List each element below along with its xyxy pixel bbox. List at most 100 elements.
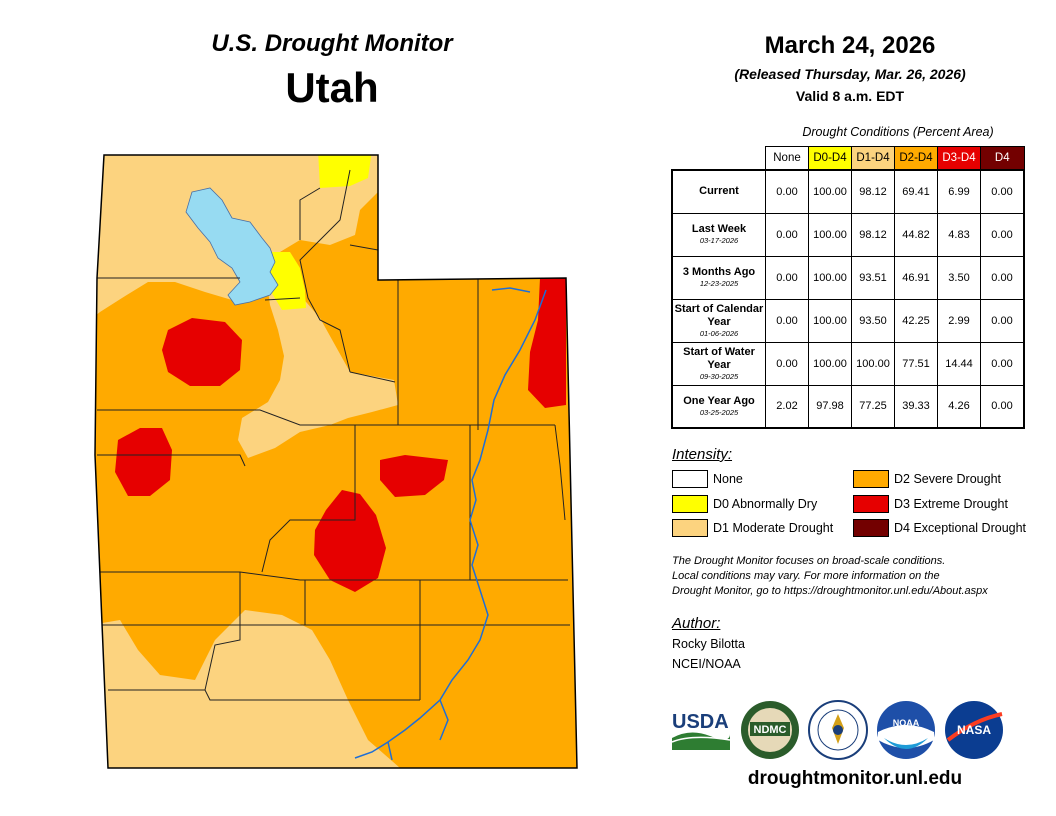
drought-council-seal-logo <box>808 700 868 760</box>
legend-swatch <box>672 470 708 488</box>
table-cell: 100.00 <box>808 341 852 386</box>
legend-swatch <box>672 519 708 537</box>
note-line: Local conditions may vary. For more info… <box>672 570 940 582</box>
d3-region-central <box>314 490 386 592</box>
d3-region-east-central <box>380 455 448 497</box>
d3-region-southwest <box>115 428 172 496</box>
legend-label: D0 Abnormally Dry <box>713 497 818 511</box>
d1-region-southwest <box>95 610 400 768</box>
d0-region-slc <box>268 252 306 310</box>
table-row: Current 0.00 100.00 98.12 69.41 6.99 0.0… <box>671 169 1025 214</box>
table-cell: 77.25 <box>851 384 895 429</box>
row-label-text: One Year Ago <box>683 394 755 407</box>
table-cell: 0.00 <box>765 298 809 343</box>
table-row: Start of Calendar Year 01-06-2026 0.00 10… <box>671 298 1025 343</box>
table-cell: 42.25 <box>894 298 938 343</box>
legend-swatch <box>853 519 889 537</box>
note-line: The Drought Monitor focuses on broad-sca… <box>672 555 946 567</box>
column-label: None <box>773 152 801 164</box>
legend-item: D0 Abnormally Dry <box>672 495 817 513</box>
table-cell: 100.00 <box>808 212 852 257</box>
column-header: D0-D4 <box>808 146 852 171</box>
table-cell: 14.44 <box>937 341 981 386</box>
column-header: D3-D4 <box>937 146 981 171</box>
table-cell: 2.99 <box>937 298 981 343</box>
table-cell: 100.00 <box>808 298 852 343</box>
utah-drought-map <box>94 154 578 769</box>
row-label-text: Start of Water Year <box>683 345 755 371</box>
column-label: D3-D4 <box>942 152 976 164</box>
legend-item: D2 Severe Drought <box>853 470 1001 488</box>
column-label: D0-D4 <box>813 152 847 164</box>
row-label: Last Week 03-17-2026 <box>671 212 766 257</box>
legend-label: None <box>713 472 743 486</box>
author-org: NCEI/NOAA <box>672 657 741 671</box>
row-label: Current <box>671 169 766 214</box>
table-header-row: None D0-D4 D1-D4 D2-D4 D3-D4 D4 <box>672 146 1025 171</box>
noaa-logo: NOAA <box>877 701 935 759</box>
ndmc-logo: NDMC <box>741 701 799 759</box>
table-cell: 6.99 <box>937 169 981 214</box>
legend-item: D3 Extreme Drought <box>853 495 1008 513</box>
ndmc-logo-text: NDMC <box>754 724 787 736</box>
legend-swatch <box>853 470 889 488</box>
table-cell: 4.26 <box>937 384 981 429</box>
table-cell: 93.50 <box>851 298 895 343</box>
row-label-date: 09-30-2025 <box>699 371 739 381</box>
row-label: One Year Ago 03-25-2025 <box>671 384 766 429</box>
table-cell: 0.00 <box>765 169 809 214</box>
d1-region-central <box>238 290 398 458</box>
table-cell: 69.41 <box>894 169 938 214</box>
table-row: One Year Ago 03-25-2025 2.02 97.98 77.25 … <box>671 384 1025 429</box>
nasa-logo-text: NASA <box>957 723 991 737</box>
usda-logo-text: USDA <box>672 711 729 733</box>
row-label-date: 03-17-2026 <box>699 236 739 245</box>
table-cell: 3.50 <box>937 255 981 300</box>
great-salt-lake <box>185 187 279 306</box>
state-name: Utah <box>285 64 379 111</box>
row-label: 3 Months Ago 12-23-2025 <box>671 255 766 300</box>
column-header: None <box>765 146 809 171</box>
table-cell: 4.83 <box>937 212 981 257</box>
column-header: D1-D4 <box>851 146 895 171</box>
legend-item: None <box>672 470 743 488</box>
table-row: 3 Months Ago 12-23-2025 0.00 100.00 93.51… <box>671 255 1025 300</box>
d3-region-west <box>162 318 242 386</box>
table-row: Last Week 03-17-2026 0.00 100.00 98.12 44… <box>671 212 1025 257</box>
legend-swatch <box>672 495 708 513</box>
column-label: D2-D4 <box>899 152 933 164</box>
table-cell: 2.02 <box>765 384 809 429</box>
table-cell: 44.82 <box>894 212 938 257</box>
author-title: Author: <box>672 615 721 632</box>
table-cell: 0.00 <box>765 255 809 300</box>
table-cell: 98.12 <box>851 169 895 214</box>
legend-label: D3 Extreme Drought <box>894 497 1008 511</box>
column-label: D1-D4 <box>856 152 890 164</box>
table-cell: 0.00 <box>980 255 1025 300</box>
table-cell: 0.00 <box>765 341 809 386</box>
utah-state-outline <box>94 154 578 769</box>
county-lines <box>95 155 570 701</box>
valid-time: Valid 8 a.m. EDT <box>795 88 905 104</box>
legend-title: Intensity: <box>672 446 733 463</box>
table-cell: 0.00 <box>765 212 809 257</box>
table-cell: 97.98 <box>808 384 852 429</box>
note-line: Drought Monitor, go to https://droughtmo… <box>672 585 988 597</box>
row-label-date: 12-23-2025 <box>699 279 739 288</box>
column-header: D2-D4 <box>894 146 938 171</box>
usda-logo: USDA <box>671 711 731 750</box>
table-cell: 93.51 <box>851 255 895 300</box>
website-link[interactable]: droughtmonitor.unl.edu <box>747 768 963 789</box>
column-label: D4 <box>994 152 1010 164</box>
row-label-date: 01-06-2026 <box>699 328 739 338</box>
nasa-logo: NASA <box>945 701 1003 759</box>
table-cell: 100.00 <box>851 341 895 386</box>
legend-item: D1 Moderate Drought <box>672 519 833 537</box>
table-cell: 100.00 <box>808 255 852 300</box>
monitor-title: U.S. Drought Monitor <box>211 30 453 57</box>
legend-label: D2 Severe Drought <box>894 472 1002 486</box>
rivers <box>354 287 547 761</box>
table-cell: 77.51 <box>894 341 938 386</box>
disclaimer-note: The Drought Monitor focuses on broad-sca… <box>672 554 1052 599</box>
legend-item: D4 Exceptional Drought <box>853 519 1026 537</box>
